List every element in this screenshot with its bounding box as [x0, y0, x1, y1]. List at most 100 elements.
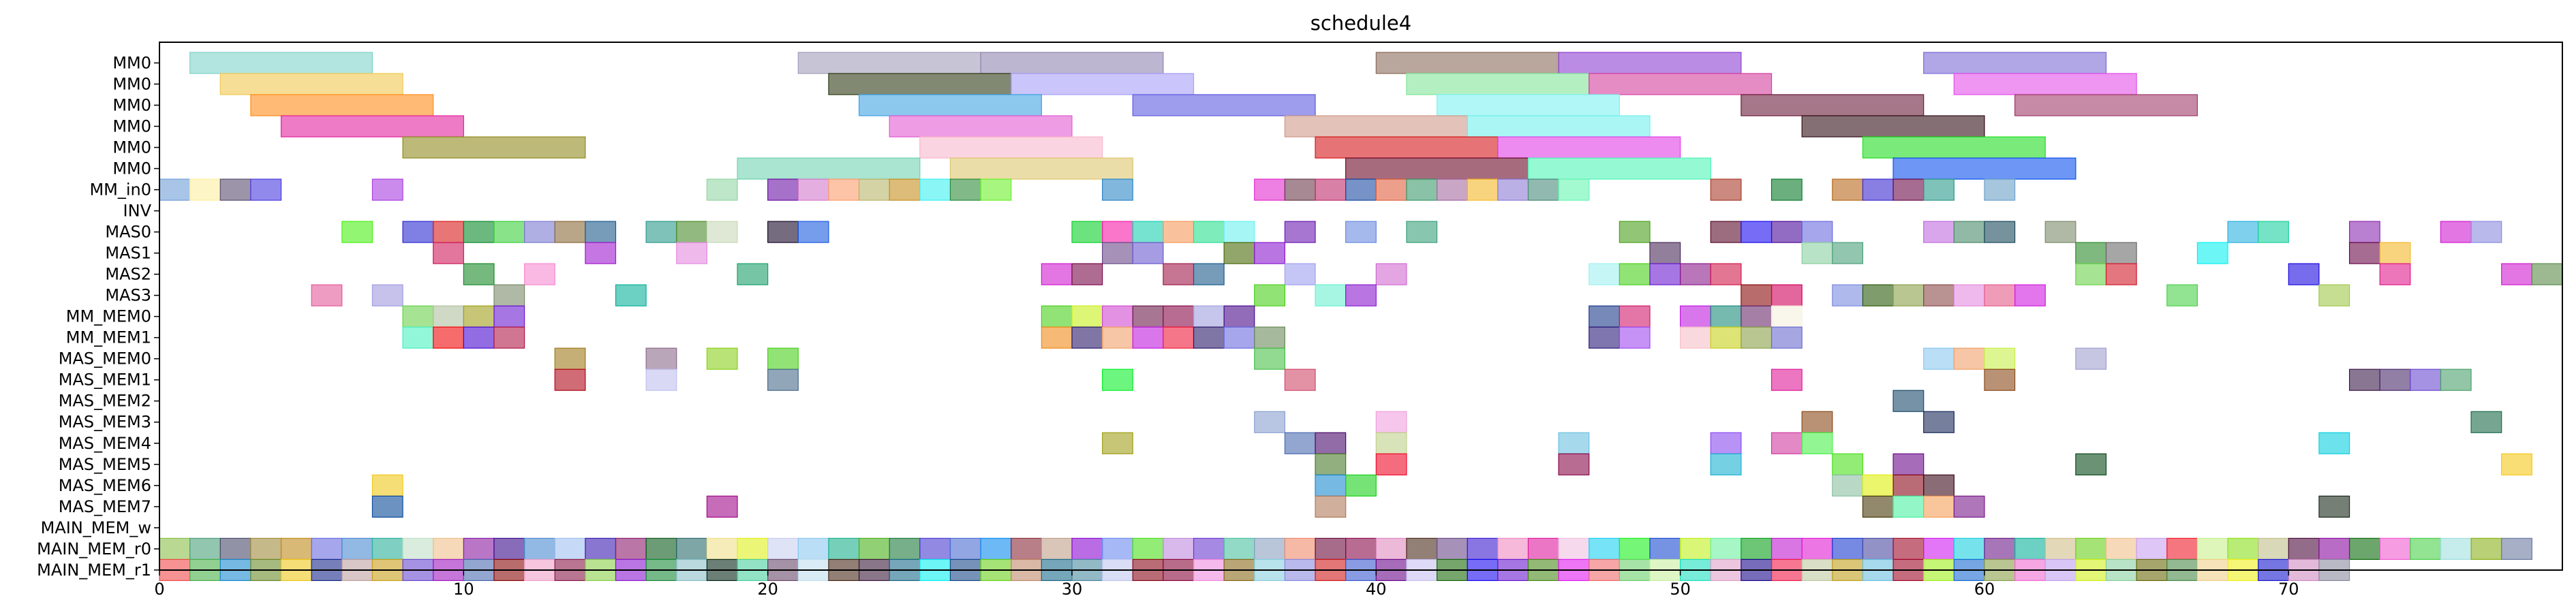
task-bar-81	[1132, 221, 1164, 243]
task-bar-293	[1527, 537, 1559, 560]
task-bar-206	[2348, 368, 2380, 391]
task-bar-0	[189, 52, 373, 74]
task-bar-58	[1558, 178, 1590, 201]
task-bar-250	[219, 537, 251, 560]
task-bar-41	[828, 178, 860, 201]
task-bar-36	[250, 178, 282, 201]
task-bar-154	[2318, 284, 2350, 306]
task-bar-114	[2196, 242, 2228, 264]
task-bar-5	[1923, 52, 2107, 74]
task-bar-125	[1375, 263, 1407, 285]
task-bar-153	[2166, 284, 2198, 306]
task-bar-69	[463, 221, 495, 243]
task-bar-77	[767, 221, 799, 243]
task-bar-18	[280, 115, 464, 138]
task-bar-43	[889, 178, 921, 201]
task-bar-171	[1770, 305, 1803, 328]
task-bar-277	[1041, 537, 1073, 560]
task-bar-28	[737, 157, 921, 180]
task-bar-312	[2105, 537, 2137, 560]
task-bar-234	[1315, 474, 1347, 497]
task-bar-177	[1071, 326, 1103, 349]
task-bar-55	[1467, 178, 1499, 201]
task-bar-197	[1984, 347, 2016, 370]
x-tick-label: 10	[453, 580, 474, 599]
task-bar-227	[1558, 453, 1590, 475]
y-tick-label: MAS3	[105, 286, 151, 305]
task-bar-224	[2318, 432, 2350, 454]
task-bar-283	[1223, 537, 1255, 560]
task-bar-286	[1315, 537, 1347, 560]
task-bar-305	[1892, 537, 1925, 560]
task-bar-306	[1923, 537, 1954, 560]
y-tick-label: MAS0	[105, 223, 151, 242]
x-tick-label: 0	[154, 580, 164, 599]
task-bar-70	[493, 221, 525, 243]
task-bar-168	[1680, 305, 1711, 328]
task-bar-136	[2531, 263, 2563, 285]
y-tick-label: MAS_MEM2	[59, 392, 151, 411]
task-bar-273	[919, 537, 951, 560]
task-bar-164	[1193, 305, 1225, 328]
task-bar-189	[1770, 326, 1803, 349]
task-bar-317	[2258, 537, 2289, 560]
task-bar-15	[1436, 94, 1620, 116]
task-bar-274	[949, 537, 981, 560]
task-bar-265	[676, 537, 707, 560]
task-bar-159	[1041, 305, 1073, 328]
task-bar-192	[706, 347, 738, 370]
task-bar-214	[1923, 411, 1954, 433]
task-bar-178	[1102, 326, 1133, 349]
y-axis: MM0 MM0 MM0 MM0 MM0 MM0 MM_in0 INV MAS0 MAS1 MAS2 M…	[37, 53, 159, 580]
task-bar-54	[1436, 178, 1468, 201]
task-bar-187	[1710, 326, 1742, 349]
task-bar-247	[2318, 495, 2350, 518]
y-tick-label: MAIN_MEM_r0	[37, 539, 151, 559]
task-bar-278	[1071, 537, 1103, 560]
task-bar-173	[433, 326, 464, 349]
task-bar-50	[1315, 178, 1347, 201]
task-bar-123	[1193, 263, 1225, 285]
task-bar-97	[2227, 221, 2259, 243]
task-bar-149	[1923, 284, 1954, 306]
task-bar-325	[2501, 537, 2532, 560]
task-bar-9	[1406, 73, 1590, 95]
task-bar-128	[1649, 263, 1681, 285]
task-bar-264	[645, 537, 677, 560]
task-bar-270	[828, 537, 860, 560]
task-bar-302	[1801, 537, 1833, 560]
task-bar-307	[1953, 537, 1985, 560]
task-bar-150	[1953, 284, 1985, 306]
task-bar-51	[1345, 178, 1377, 201]
task-bar-61	[1832, 178, 1864, 201]
task-bar-27	[1862, 136, 2046, 159]
task-bar-240	[371, 495, 403, 518]
x-tick-label: 50	[1670, 580, 1691, 599]
task-bar-124	[1284, 263, 1316, 285]
task-bar-174	[463, 326, 495, 349]
task-bar-223	[1801, 432, 1833, 454]
task-bar-291	[1467, 537, 1499, 560]
task-bar-42	[858, 178, 890, 201]
task-bar-299	[1710, 537, 1742, 560]
task-bar-246	[1953, 495, 1985, 518]
task-bar-30	[1345, 157, 1529, 180]
task-bar-172	[402, 326, 434, 349]
task-bar-7	[828, 73, 1012, 95]
task-bar-289	[1406, 537, 1438, 560]
task-bar-298	[1680, 537, 1711, 560]
task-bar-115	[2348, 242, 2380, 264]
task-bar-1	[797, 52, 981, 74]
task-bar-122	[1163, 263, 1195, 285]
task-bar-253	[311, 537, 343, 560]
task-bar-232	[2501, 453, 2532, 475]
task-bar-205	[1984, 368, 2016, 391]
task-bar-199	[554, 368, 586, 391]
task-bar-88	[1619, 221, 1651, 243]
task-bar-21	[1467, 115, 1651, 138]
task-bar-82	[1163, 221, 1195, 243]
task-bar-31	[1527, 157, 1711, 180]
task-bar-8	[1011, 73, 1195, 95]
task-bar-46	[980, 178, 1012, 201]
task-bar-201	[767, 368, 799, 391]
